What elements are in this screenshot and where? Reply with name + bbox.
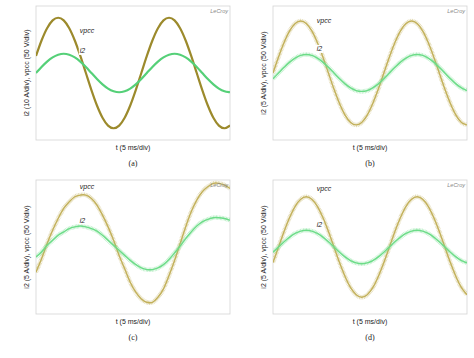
series-label: i2	[80, 47, 86, 54]
label-patch	[316, 16, 333, 25]
label-patch	[316, 221, 324, 229]
panel-caption: (b)	[365, 159, 375, 168]
panel-caption: (d)	[365, 333, 375, 342]
x-axis-title: t (5 ms/div)	[353, 144, 388, 152]
ripple-band	[273, 230, 467, 264]
brand: LeCroy	[210, 182, 229, 188]
panel: vpcc i2 LeCroy i2 (5 A/div), vpcc (50 V/div…	[23, 180, 230, 342]
waveform	[273, 197, 467, 298]
ripple-band	[36, 218, 230, 270]
series-label: vpcc	[80, 27, 95, 35]
brand: LeCroy	[447, 8, 466, 14]
waveform	[273, 55, 467, 92]
brand: LeCroy	[210, 8, 229, 14]
data-area	[36, 18, 230, 129]
y-axis-title: i2 (5 A/div), vpcc (50 V/div)	[23, 205, 31, 288]
panel: vpcc i2 LeCroy i2 (5 A/div), vpcc (50 V/div…	[260, 180, 467, 342]
panel-caption: (a)	[129, 159, 138, 168]
series-labels: vpcc i2	[316, 185, 333, 229]
series-label: vpcc	[80, 183, 95, 191]
series-labels: vpcc i2	[79, 182, 96, 224]
series-label: i2	[80, 217, 86, 224]
waveform	[273, 21, 467, 125]
data-area	[273, 21, 467, 125]
label-patch	[79, 216, 87, 224]
panel-caption: (c)	[129, 333, 138, 342]
ripple-band	[273, 55, 467, 92]
y-axis-title: i2 (5 A/div), vpcc (50 V/div)	[260, 205, 268, 288]
series-label: vpcc	[317, 17, 332, 25]
waveform	[36, 54, 230, 93]
label-patch	[79, 47, 87, 55]
label-patch	[79, 182, 96, 191]
waveform	[36, 218, 230, 270]
waveform	[36, 183, 230, 303]
panel: vpcc i2 LeCroy i2 (10 A/div), vpcc (50 V/di…	[23, 6, 230, 168]
ripple-band	[36, 183, 230, 303]
panel: vpcc i2 LeCroy i2 (5 A/div), vpcc (50 V/div…	[260, 6, 467, 168]
label-patch	[316, 45, 324, 53]
plot-frame	[273, 180, 467, 314]
x-axis-title: t (5 ms/div)	[353, 318, 388, 326]
data-area	[36, 183, 230, 303]
waveform	[273, 230, 467, 264]
label-patch	[79, 26, 96, 35]
brand: LeCroy	[447, 182, 466, 188]
plot-frame	[273, 6, 467, 140]
waveform	[36, 18, 230, 129]
x-axis-title: t (5 ms/div)	[116, 144, 151, 152]
ripple-band	[273, 197, 467, 298]
series-labels: vpcc i2	[316, 16, 333, 52]
data-area	[273, 197, 467, 298]
series-labels: vpcc i2	[79, 26, 96, 55]
y-axis-title: i2 (5 A/div), vpcc (50 V/div)	[260, 31, 268, 114]
series-label: i2	[317, 221, 323, 228]
x-axis-title: t (5 ms/div)	[116, 318, 151, 326]
series-label: vpcc	[317, 185, 332, 193]
label-patch	[316, 185, 333, 194]
ripple-band	[273, 21, 467, 125]
y-axis-title: i2 (10 A/div), vpcc (50 V/div)	[23, 29, 31, 116]
plot-frame	[36, 6, 230, 140]
figure: vpcc i2 LeCroy i2 (10 A/div), vpcc (50 V/di…	[0, 0, 474, 358]
series-label: i2	[317, 45, 323, 52]
plot-frame	[36, 180, 230, 314]
